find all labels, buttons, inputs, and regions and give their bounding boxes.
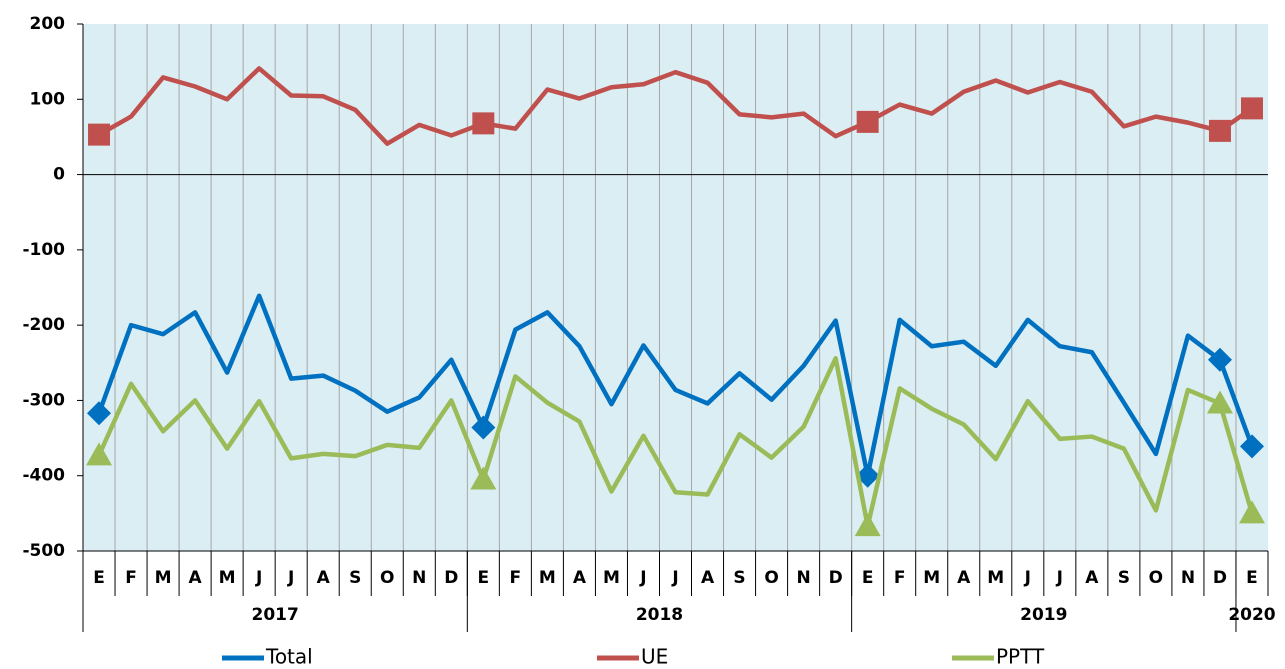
y-tick-label: 0 [53, 165, 65, 185]
x-tick-label: O [1149, 568, 1163, 588]
x-tick-label: E [862, 568, 874, 588]
series-line [96, 356, 1255, 529]
point-marker [1206, 390, 1233, 414]
year-label: 2018 [636, 605, 683, 625]
x-tick-label: F [125, 568, 137, 588]
series-line [97, 66, 1254, 146]
x-tick-label: M [923, 568, 940, 588]
x-tick-label: E [478, 568, 490, 588]
point-marker [86, 442, 113, 466]
year-label: 2017 [251, 605, 298, 625]
x-tick-label: A [573, 568, 587, 588]
x-tick-label: E [1246, 568, 1258, 588]
point-marker [471, 415, 496, 440]
point-marker [855, 463, 880, 488]
x-tick-label: F [894, 568, 906, 588]
x-tick-label: A [701, 568, 715, 588]
x-tick-label: M [603, 568, 620, 588]
x-tick-label: N [412, 568, 426, 588]
x-tick-label: F [510, 568, 522, 588]
x-tick-label: M [539, 568, 556, 588]
x-tick-label: J [255, 568, 262, 588]
point-marker [856, 110, 879, 133]
point-marker [87, 401, 112, 426]
x-tick-label: A [317, 568, 331, 588]
x-tick-label: A [189, 568, 203, 588]
y-tick-label: -400 [22, 466, 65, 486]
x-tick-label: A [957, 568, 971, 588]
x-tick-label: S [733, 568, 745, 588]
point-marker [470, 466, 497, 490]
x-tick-label: D [829, 568, 843, 588]
x-tick-label: S [349, 568, 361, 588]
x-tick-label: A [1085, 568, 1099, 588]
x-tick-label: S [1118, 568, 1130, 588]
plot-background [83, 24, 1268, 551]
x-tick-label: J [287, 568, 294, 588]
point-marker [1240, 97, 1263, 120]
x-tick-label: J [1024, 568, 1031, 588]
point-marker [1238, 500, 1265, 524]
x-tick-label: J [639, 568, 646, 588]
year-label: 2020 [1228, 605, 1275, 625]
x-tick-label: M [155, 568, 172, 588]
point-marker [1208, 119, 1231, 142]
x-tick-label: N [1181, 568, 1195, 588]
point-marker [88, 123, 111, 146]
x-tick-label: M [987, 568, 1004, 588]
y-tick-label: -300 [22, 390, 65, 410]
x-tick-label: O [380, 568, 394, 588]
x-tick-label: J [1056, 568, 1063, 588]
y-tick-label: -200 [22, 315, 65, 335]
point-marker [854, 513, 881, 537]
legend: UE [641, 645, 668, 669]
y-tick-label: -500 [22, 541, 65, 561]
x-tick-label: E [93, 568, 105, 588]
x-tick-label: N [796, 568, 810, 588]
y-tick-label: 100 [30, 89, 66, 109]
y-tick-label: -100 [22, 240, 65, 260]
year-label: 2019 [1020, 605, 1067, 625]
x-tick-label: D [444, 568, 458, 588]
legend: Total [265, 645, 313, 669]
y-tick-label: 200 [30, 14, 66, 34]
point-marker [1239, 434, 1264, 459]
point-marker [472, 112, 495, 135]
point-marker [1207, 347, 1232, 372]
series-line [96, 293, 1255, 478]
x-tick-label: J [671, 568, 678, 588]
x-tick-label: D [1213, 568, 1227, 588]
x-tick-label: O [764, 568, 778, 588]
legend: PPTT [996, 645, 1045, 669]
x-tick-label: M [219, 568, 236, 588]
